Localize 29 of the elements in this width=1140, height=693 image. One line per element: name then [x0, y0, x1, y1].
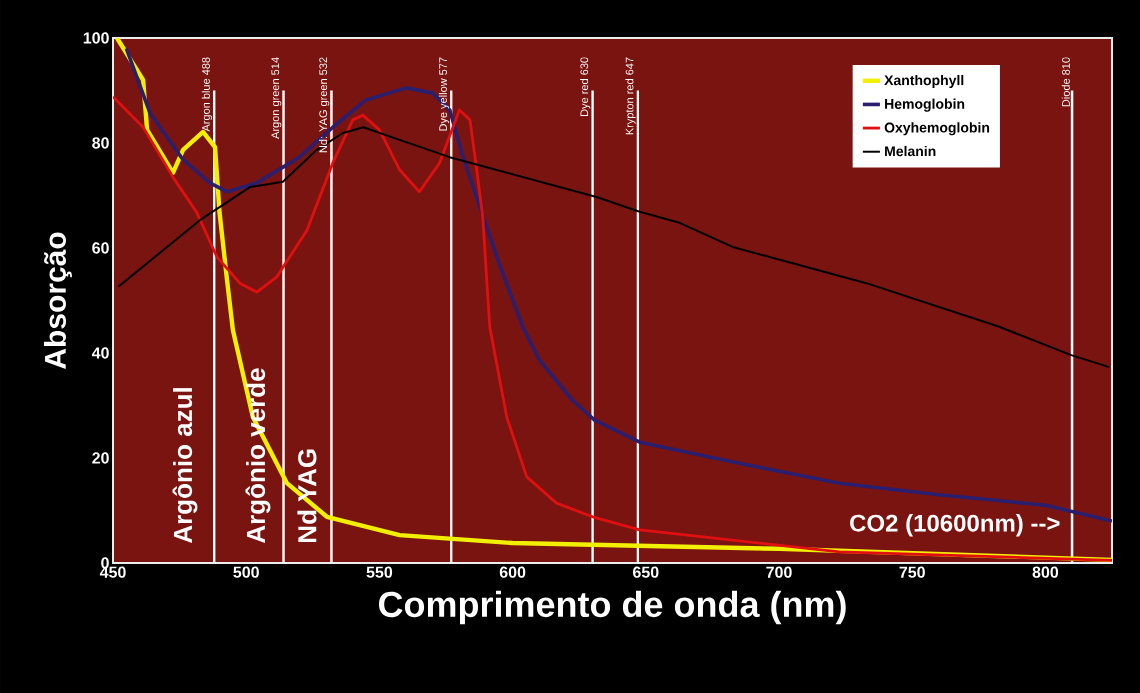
y-tick-label: 60	[92, 242, 109, 254]
ref-line-label: Dye red 630	[580, 57, 591, 116]
ref-line-label: Diode 810	[1061, 57, 1070, 107]
ref-line-label: Dye yellow 577	[438, 57, 450, 131]
annotation: CO2 (10600nm) -->	[850, 514, 1060, 537]
y-tick-label: 80	[92, 137, 109, 149]
legend-label: Oxyhemoglobin	[884, 122, 990, 136]
ref-line-label: Krypton red 647	[625, 57, 636, 135]
x-tick-label: 500	[233, 566, 259, 578]
legend-label: Melanin	[885, 145, 936, 157]
x-tick-label: 550	[366, 566, 393, 578]
annotation: Nd YAG	[297, 449, 317, 542]
x-tick-label: 650	[633, 566, 659, 578]
x-tick-label: 600	[499, 566, 526, 578]
ref-line-label: Argon green 514	[271, 57, 282, 139]
annotation: Argônio verde	[245, 368, 271, 544]
y-tick-label: 40	[91, 347, 109, 359]
annotation: Argônio azul	[172, 388, 198, 544]
x-tick-label: 800	[1032, 566, 1059, 578]
x-tick-label: 700	[766, 566, 792, 578]
y-tick-label: 20	[92, 452, 109, 464]
legend-label: Xanthophyll	[884, 74, 964, 89]
y-axis-title: Absorção	[43, 232, 72, 369]
y-tick-label: 100	[83, 32, 109, 44]
ref-line-label: Nd: YAG green 532	[319, 57, 330, 153]
x-tick-label: 750	[899, 566, 925, 578]
ref-line-label: Argon blue 488	[201, 57, 213, 132]
x-axis-title: Comprimento de onda (nm)	[378, 590, 846, 625]
legend-label: Hemoglobin	[885, 98, 965, 112]
